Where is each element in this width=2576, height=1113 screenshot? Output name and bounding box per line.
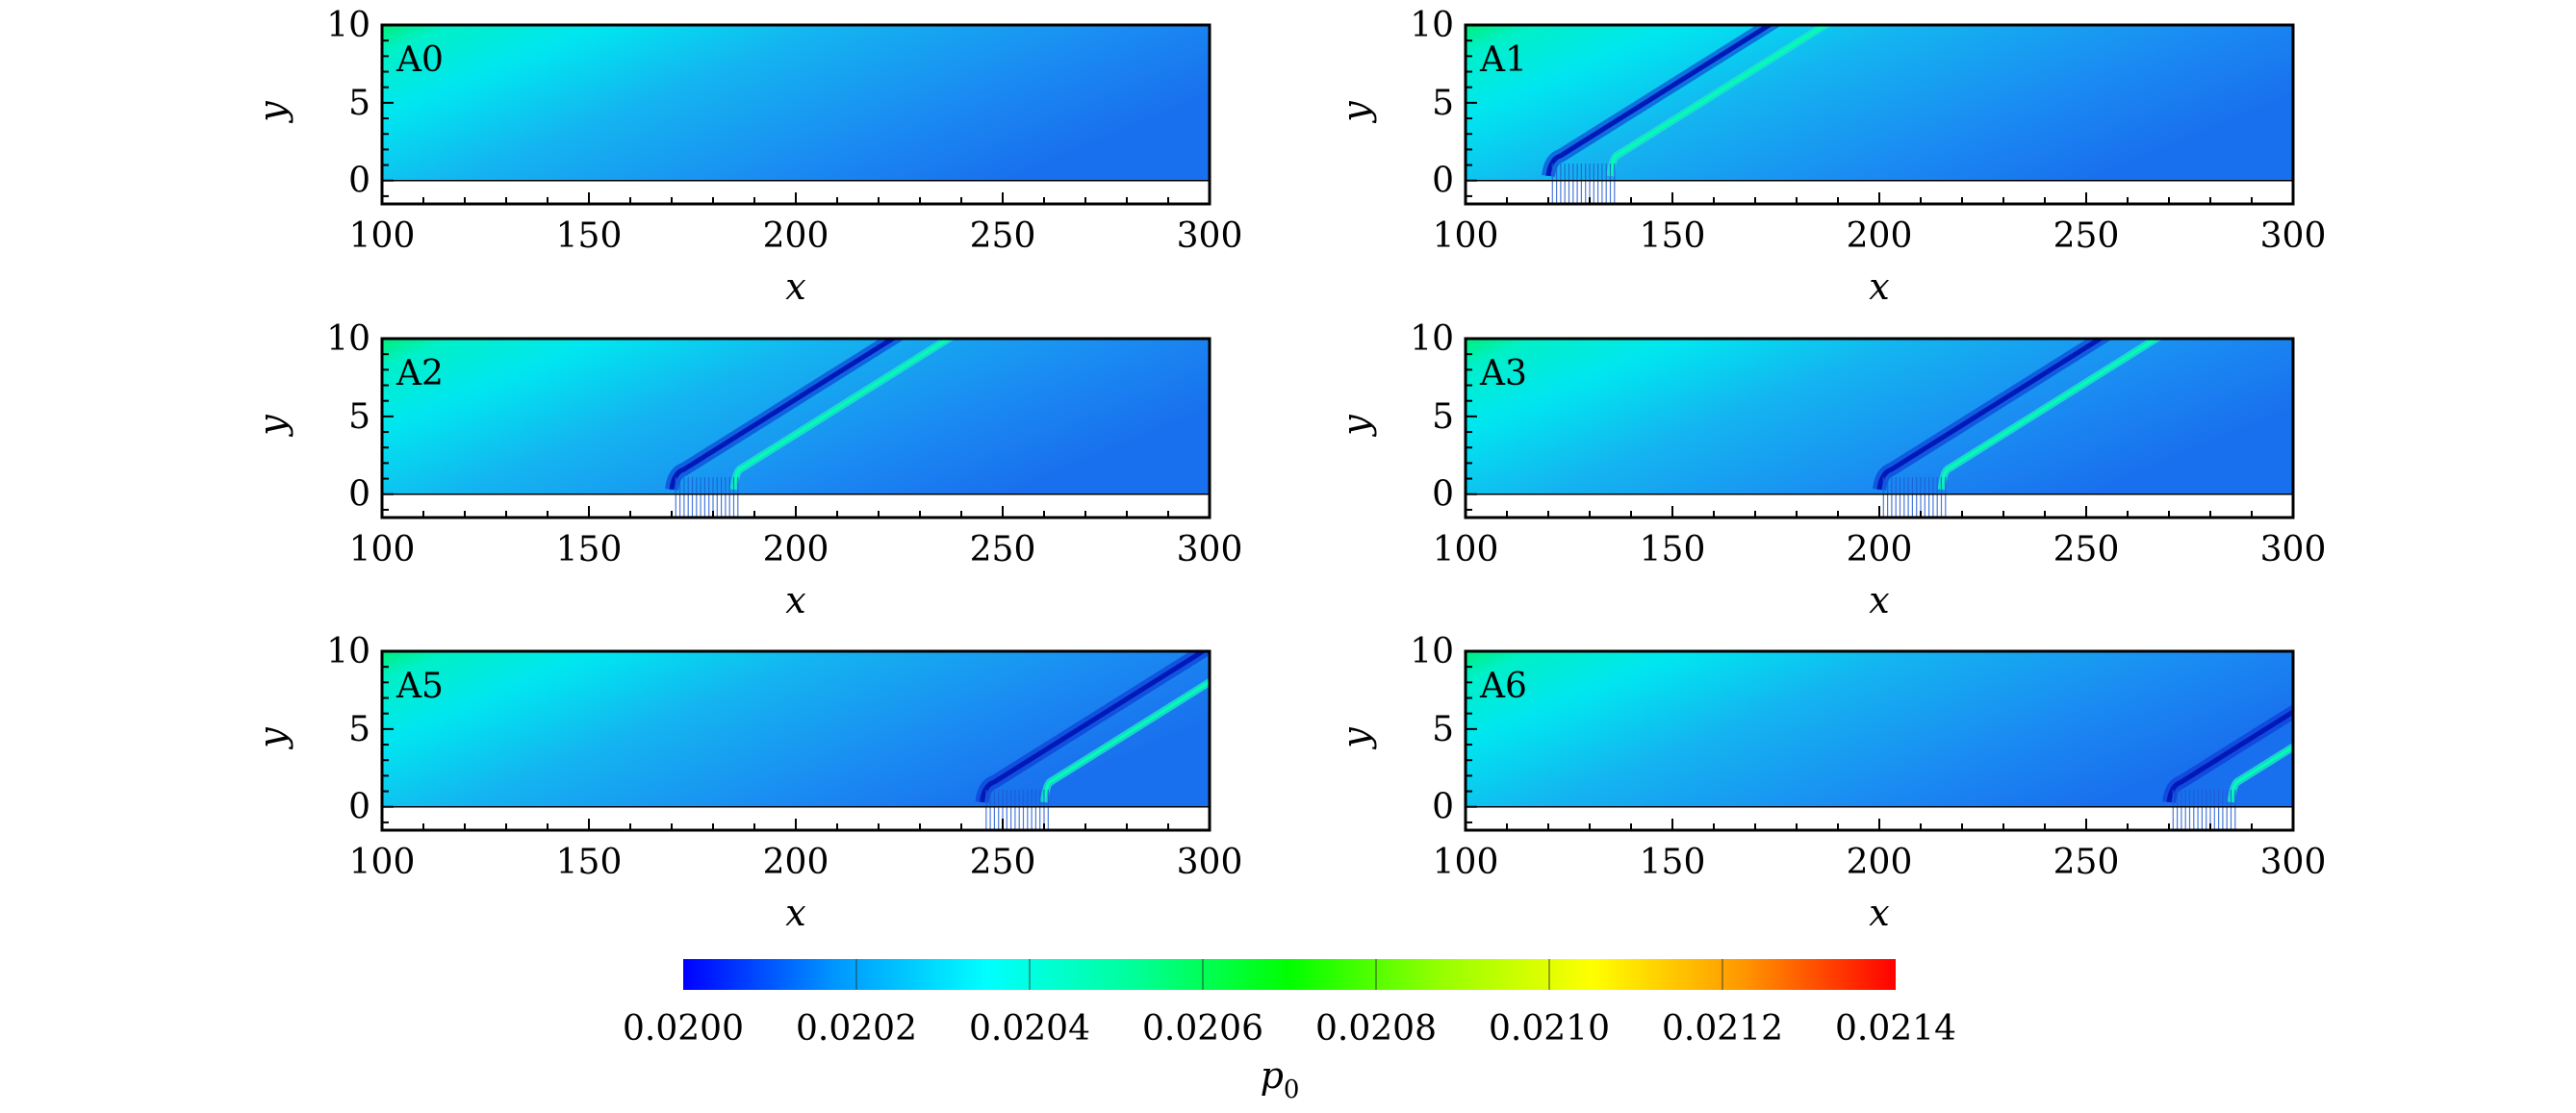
x-tick-label: 250 [2053, 216, 2120, 256]
y-tick-label: 5 [348, 397, 370, 437]
x-tick-label: 200 [1847, 530, 1913, 569]
x-tick-label: 150 [1640, 843, 1706, 882]
panel-label: A2 [395, 354, 444, 393]
pressure-field [1466, 25, 2293, 181]
x-tick-label: 300 [1177, 530, 1243, 569]
panel-a1: 100 150 200 250 300 0 5 10 x y A1 [1335, 6, 2326, 308]
y-axis-title: y [251, 727, 293, 750]
pressure-field [1466, 651, 2293, 807]
panel-label: A6 [1479, 667, 1527, 706]
panel-label: A3 [1479, 354, 1527, 393]
x-axis-title: x [1869, 892, 1889, 934]
shock-front [980, 651, 1208, 803]
colorbar-tick-label: 0.0214 [1835, 1009, 1956, 1049]
colorbar-title: p0 [1261, 1054, 1300, 1104]
y-tick-label: 0 [1432, 788, 1454, 827]
panel-a3: 100 150 200 250 300 0 5 10 x y A3 [1335, 319, 2326, 621]
x-tick-label: 150 [556, 530, 623, 569]
y-tick-label: 5 [348, 84, 370, 123]
y-tick-label: 0 [348, 475, 370, 515]
x-tick-label: 100 [349, 530, 416, 569]
y-axis-title: y [1335, 727, 1377, 750]
colorbar-tick-label: 0.0212 [1662, 1009, 1783, 1049]
colorbar-tick-label: 0.0200 [623, 1009, 744, 1049]
panel-a6: 100 150 200 250 300 0 5 10 x y A6 [1335, 632, 2327, 934]
y-tick-label: 0 [348, 162, 370, 201]
x-tick-label: 150 [556, 216, 623, 256]
panel-a2: 100 150 200 250 300 0 5 10 x y A2 [251, 319, 1242, 621]
y-tick-label: 10 [326, 6, 370, 45]
x-tick-label: 200 [763, 843, 829, 882]
panel-label: A5 [395, 667, 444, 706]
x-axis-title: x [785, 892, 805, 934]
y-axis-title: y [1335, 101, 1377, 124]
panel-a0: 100 150 200 250 300 0 5 10 x y A0 [251, 6, 1242, 308]
x-tick-label: 100 [349, 843, 416, 882]
panel-label: A1 [1479, 40, 1527, 80]
y-axis-title: y [1335, 415, 1377, 438]
colorbar: 0.0200 0.0202 0.0204 0.0206 0.0208 0.0210 0.02… [623, 959, 1956, 1104]
x-tick-label: 300 [1177, 216, 1243, 256]
x-tick-label: 250 [2053, 530, 2120, 569]
colorbar-tick-label: 0.0204 [969, 1009, 1090, 1049]
x-tick-label: 250 [970, 216, 1036, 256]
shock-front [1545, 25, 1774, 177]
x-axis-title: x [785, 266, 805, 308]
y-tick-label: 10 [326, 632, 370, 671]
x-tick-label: 100 [349, 216, 416, 256]
y-axis-title: y [251, 101, 293, 124]
y-tick-label: 0 [348, 788, 370, 827]
colorbar-tick-label: 0.0210 [1489, 1009, 1610, 1049]
x-tick-label: 250 [970, 843, 1036, 882]
colorbar-tick-label: 0.0206 [1142, 1009, 1263, 1049]
shock-front [2166, 709, 2293, 803]
y-tick-label: 5 [1432, 84, 1454, 123]
y-tick-label: 0 [1432, 475, 1454, 515]
shock-front [1876, 339, 2105, 491]
y-tick-label: 10 [1410, 319, 1454, 359]
panel-label: A0 [395, 40, 444, 80]
y-tick-label: 10 [1410, 632, 1454, 671]
pressure-field [1466, 339, 2293, 494]
shock-front [669, 339, 898, 491]
x-tick-label: 150 [1640, 530, 1706, 569]
x-tick-label: 150 [1640, 216, 1706, 256]
colorbar-tick-label: 0.0202 [796, 1009, 917, 1049]
x-tick-label: 100 [1433, 530, 1499, 569]
x-tick-label: 300 [2260, 216, 2327, 256]
x-tick-label: 100 [1433, 843, 1499, 882]
x-tick-label: 300 [2260, 843, 2327, 882]
colorbar-tick-label: 0.0208 [1315, 1009, 1437, 1049]
panel-a5: 100 150 200 250 300 0 5 10 x y A5 [251, 632, 1243, 934]
pressure-field [382, 25, 1210, 181]
x-axis-title: x [785, 579, 805, 621]
y-tick-label: 0 [1432, 162, 1454, 201]
x-tick-label: 200 [763, 530, 829, 569]
x-axis-title: x [1869, 579, 1889, 621]
x-tick-label: 300 [1177, 843, 1243, 882]
y-tick-label: 10 [1410, 6, 1454, 45]
x-tick-label: 250 [970, 530, 1036, 569]
y-axis-title: y [251, 415, 293, 438]
x-tick-label: 300 [2260, 530, 2327, 569]
y-tick-label: 10 [326, 319, 370, 359]
x-tick-label: 250 [2053, 843, 2120, 882]
y-tick-label: 5 [348, 710, 370, 749]
y-tick-label: 5 [1432, 397, 1454, 437]
x-axis-title: x [1869, 266, 1889, 308]
x-tick-label: 200 [1847, 843, 1913, 882]
x-tick-label: 200 [1847, 216, 1913, 256]
pressure-field [382, 339, 1210, 494]
y-tick-label: 5 [1432, 710, 1454, 749]
colorbar-gradient [683, 959, 1896, 990]
x-tick-label: 100 [1433, 216, 1499, 256]
x-tick-label: 150 [556, 843, 623, 882]
x-tick-label: 200 [763, 216, 829, 256]
